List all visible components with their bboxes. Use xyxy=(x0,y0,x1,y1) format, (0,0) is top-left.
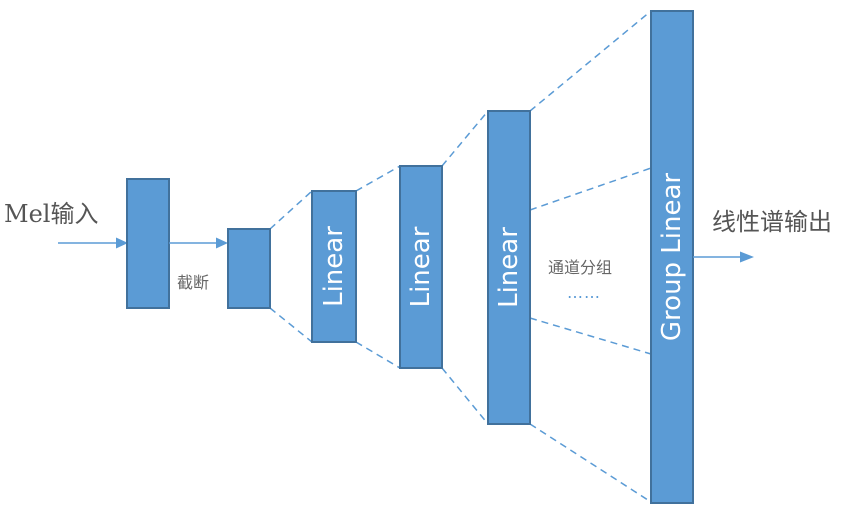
input-arrow xyxy=(58,237,128,249)
connector-linear2-to-linear3-top xyxy=(441,110,489,167)
connector-truncate-to-linear1-top xyxy=(269,190,313,230)
input-label: Mel输入 xyxy=(4,200,98,228)
connector-linear2-to-linear3-bottom xyxy=(441,367,489,425)
connector-linear3-to-group-lower xyxy=(529,317,652,355)
output-label: 线性谱输出 xyxy=(712,208,832,236)
output-arrow xyxy=(693,251,754,263)
linear-layer-1-label: Linear xyxy=(319,226,349,307)
dashed-connectors xyxy=(269,10,652,503)
truncate-arrow xyxy=(169,237,228,249)
connector-linear3-to-group-upper xyxy=(529,167,652,211)
linear-layer-2 xyxy=(399,165,443,369)
group-linear-label: Group Linear xyxy=(657,173,687,342)
group-note-label: 通道分组 xyxy=(548,258,612,277)
connector-truncate-to-linear1-bottom xyxy=(269,307,313,343)
connector-linear3-to-group-top xyxy=(529,10,652,112)
truncate-label: 截断 xyxy=(177,273,209,292)
mel-input-block xyxy=(126,178,170,309)
connector-linear3-to-group-bottom xyxy=(529,423,652,503)
linear-layer-1 xyxy=(311,190,357,343)
linear-layer-3 xyxy=(487,110,531,425)
connector-linear1-to-linear2-top xyxy=(355,165,401,192)
truncate-block xyxy=(227,228,271,309)
linear-layer-2-label: Linear xyxy=(406,226,436,307)
linear-layer-3-label: Linear xyxy=(494,227,524,308)
ellipsis: …… xyxy=(567,283,601,302)
group-linear-layer xyxy=(650,10,694,504)
connector-linear1-to-linear2-bottom xyxy=(355,341,401,369)
